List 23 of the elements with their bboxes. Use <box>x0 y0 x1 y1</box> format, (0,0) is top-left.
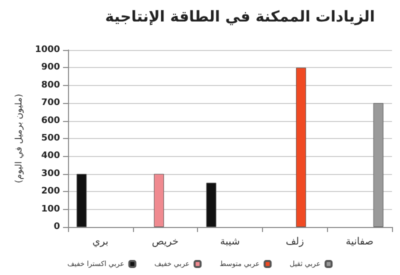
bar <box>373 103 384 227</box>
y-tick-label: 700 <box>41 98 60 108</box>
x-tick-label: شيبة <box>220 236 240 248</box>
bar <box>76 174 87 227</box>
y-tick-label: 0 <box>54 222 60 232</box>
bar <box>296 68 306 227</box>
x-tick-label: خريص <box>152 236 179 248</box>
chart-title: الزيادات الممكنة في الطاقة الإنتاجية <box>105 8 375 26</box>
y-tick-label: 300 <box>41 168 60 179</box>
y-tick-label: 100 <box>41 204 60 214</box>
y-axis-title: (مليون برميل في اليوم) <box>14 94 25 184</box>
y-tick-label: 500 <box>41 134 60 144</box>
x-tick-label: صفانية <box>346 236 374 248</box>
bar <box>206 182 216 227</box>
y-tick-label: 800 <box>41 80 60 90</box>
y-tick-label: 200 <box>41 186 60 197</box>
y-tick-label: 900 <box>41 62 60 73</box>
x-tick-label: زلف <box>286 236 304 248</box>
y-tick-label: 1000 <box>34 45 60 55</box>
bar <box>154 174 164 227</box>
x-tick-label: بري <box>92 236 108 248</box>
y-tick-label: 400 <box>41 151 60 162</box>
y-tick-label: 600 <box>41 116 60 126</box>
